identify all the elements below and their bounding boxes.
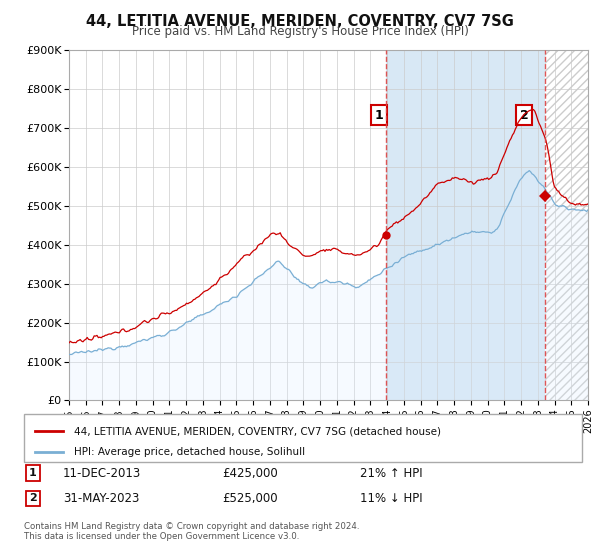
Text: 1: 1 — [29, 468, 37, 478]
Text: 11-DEC-2013: 11-DEC-2013 — [63, 466, 141, 480]
Text: £425,000: £425,000 — [222, 466, 278, 480]
Text: £525,000: £525,000 — [222, 492, 278, 505]
Text: 1: 1 — [375, 109, 384, 122]
Text: 31-MAY-2023: 31-MAY-2023 — [63, 492, 139, 505]
Text: 44, LETITIA AVENUE, MERIDEN, COVENTRY, CV7 7SG: 44, LETITIA AVENUE, MERIDEN, COVENTRY, C… — [86, 14, 514, 29]
Text: Price paid vs. HM Land Registry's House Price Index (HPI): Price paid vs. HM Land Registry's House … — [131, 25, 469, 38]
Text: 11% ↓ HPI: 11% ↓ HPI — [360, 492, 422, 505]
Text: 2: 2 — [29, 493, 37, 503]
Text: 21% ↑ HPI: 21% ↑ HPI — [360, 466, 422, 480]
Bar — [386, 50, 545, 400]
Text: Contains HM Land Registry data © Crown copyright and database right 2024.: Contains HM Land Registry data © Crown c… — [24, 522, 359, 531]
Bar — [545, 50, 588, 400]
FancyBboxPatch shape — [24, 414, 582, 462]
Text: HPI: Average price, detached house, Solihull: HPI: Average price, detached house, Soli… — [74, 446, 305, 456]
Text: 2: 2 — [520, 109, 529, 122]
Text: 44, LETITIA AVENUE, MERIDEN, COVENTRY, CV7 7SG (detached house): 44, LETITIA AVENUE, MERIDEN, COVENTRY, C… — [74, 426, 441, 436]
Text: This data is licensed under the Open Government Licence v3.0.: This data is licensed under the Open Gov… — [24, 532, 299, 541]
